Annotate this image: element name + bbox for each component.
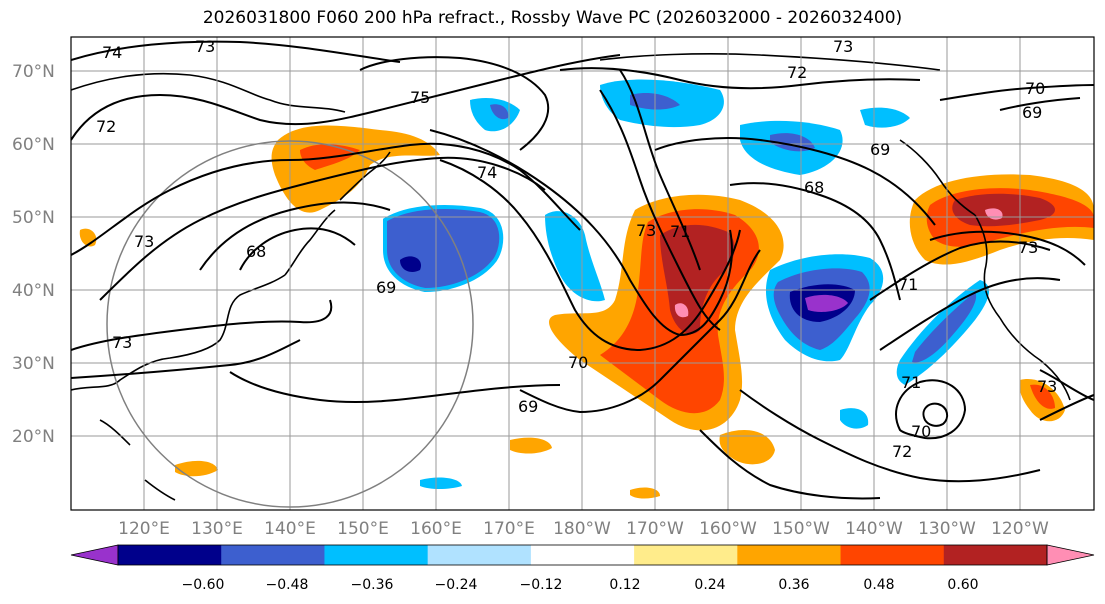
latitude-labels: 70°N 60°N 50°N 40°N 30°N 20°N <box>12 62 55 447</box>
contour-label: 71 <box>898 275 918 294</box>
colorbar-label: −0.60 <box>182 577 225 593</box>
colorbar-segment <box>737 545 842 565</box>
lon-label: 150°W <box>772 519 830 539</box>
contour-label: 71 <box>901 373 921 392</box>
map-frame <box>70 36 1095 511</box>
contour-label: 70 <box>911 422 931 441</box>
colorbar-segment <box>943 545 1048 565</box>
contour-label: 75 <box>410 88 430 107</box>
lon-label: 180°W <box>553 519 611 539</box>
colorbar-label: −0.12 <box>520 577 563 593</box>
colorbar-label: −0.48 <box>266 577 309 593</box>
lon-label: 150°E <box>337 519 389 539</box>
contour-label: 74 <box>102 43 122 62</box>
contour-label: 69 <box>518 397 538 416</box>
contour-label: 73 <box>134 232 154 251</box>
lon-label: 140°W <box>845 519 903 539</box>
contour-label: 69 <box>376 278 396 297</box>
colorbar-label: 0.60 <box>947 577 978 593</box>
contour-label: 68 <box>246 242 266 261</box>
contour-label: 73 <box>636 221 656 240</box>
colorbar-segment <box>324 545 429 565</box>
contour-labels: 74 73 73 72 70 69 75 72 74 69 68 73 68 6… <box>96 37 1057 461</box>
lon-label: 160°W <box>699 519 757 539</box>
contour-label: 68 <box>804 178 824 197</box>
lon-label: 140°E <box>264 519 316 539</box>
lon-label: 120°E <box>118 519 170 539</box>
contour-label: 73 <box>833 37 853 56</box>
colorbar-segment <box>634 545 738 565</box>
contour-label: 72 <box>892 442 912 461</box>
contour-label: 70 <box>1025 79 1045 98</box>
lon-label: 130°E <box>191 519 243 539</box>
contour-label: 70 <box>568 353 588 372</box>
colorbar-arrow-right <box>1046 544 1095 566</box>
colorbar-segment <box>427 545 532 565</box>
lat-label: 40°N <box>12 281 55 301</box>
lat-label: 70°N <box>12 62 55 82</box>
contour-label: 69 <box>1022 103 1042 122</box>
colorbar-label: 0.24 <box>694 577 725 593</box>
contour-label: 73 <box>112 333 132 352</box>
colorbar-segment <box>221 545 325 565</box>
lon-label: 120°W <box>991 519 1049 539</box>
lon-label: 170°W <box>626 519 684 539</box>
reference-circle <box>106 140 474 508</box>
lat-label: 50°N <box>12 208 55 228</box>
contour-label: 72 <box>96 117 116 136</box>
lon-label: 170°E <box>483 519 535 539</box>
colorbar-label: −0.24 <box>435 577 478 593</box>
colorbar <box>70 544 1095 566</box>
colorbar-label: 0.12 <box>609 577 640 593</box>
contour-label: 73 <box>1018 238 1038 257</box>
colorbar-labels: −0.60 −0.48 −0.36 −0.24 −0.12 0.12 0.24 … <box>182 577 979 593</box>
lon-label: 130°W <box>918 519 976 539</box>
contour-label: 73 <box>1037 377 1057 396</box>
colorbar-segment <box>118 545 222 565</box>
contour-label: 73 <box>195 37 215 56</box>
map-title: 2026031800 F060 200 hPa refract., Rossby… <box>202 8 903 28</box>
contour-label: 71 <box>670 222 690 241</box>
colorbar-label: 0.36 <box>778 577 809 593</box>
colorbar-segment <box>840 545 945 565</box>
colorbar-label: −0.36 <box>351 577 394 593</box>
lat-label: 20°N <box>12 427 55 447</box>
colorbar-label: 0.48 <box>863 577 894 593</box>
refractivity-contours <box>71 40 1094 500</box>
contour-label: 74 <box>477 163 497 182</box>
colorbar-segments <box>118 545 1048 565</box>
lon-label: 160°E <box>410 519 462 539</box>
colorbar-arrow-left <box>70 544 119 566</box>
colorbar-segment <box>530 545 635 565</box>
longitude-labels: 120°E 130°E 140°E 150°E 160°E 170°E 180°… <box>118 519 1049 539</box>
contour-label: 72 <box>787 63 807 82</box>
lat-label: 30°N <box>12 354 55 374</box>
colorbar-outline <box>117 544 1048 566</box>
lat-label: 60°N <box>12 135 55 155</box>
contour-label: 69 <box>870 140 890 159</box>
